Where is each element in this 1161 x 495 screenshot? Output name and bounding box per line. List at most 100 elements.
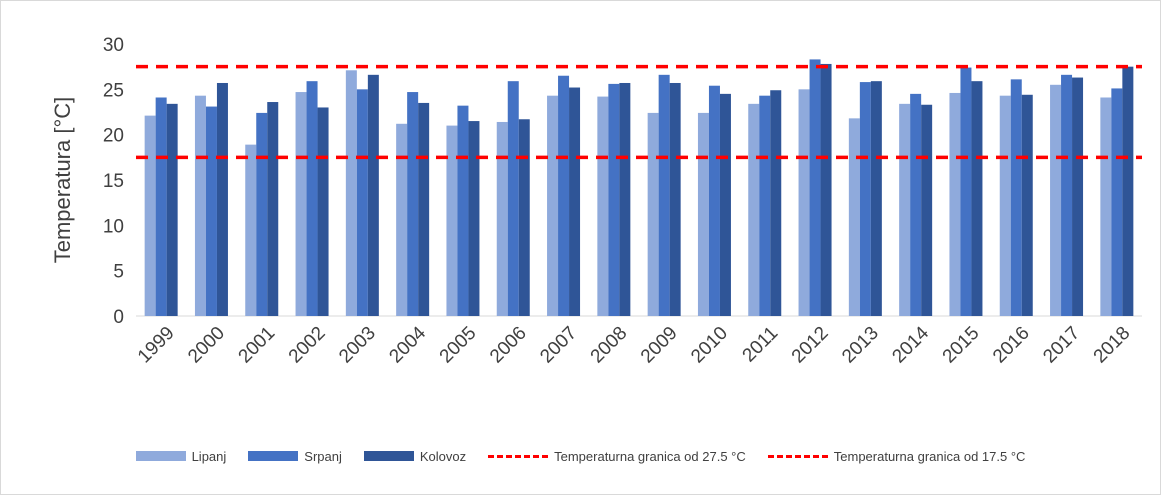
- legend-label-srpanj: Srpanj: [304, 448, 342, 464]
- x-tick-label-2000: 2000: [184, 323, 229, 368]
- legend-label-kolovoz: Kolovoz: [419, 448, 467, 464]
- bar-lipanj-2017: [1050, 84, 1062, 316]
- x-tick-label-1999: 1999: [134, 323, 179, 368]
- x-tick-label-2015: 2015: [939, 323, 984, 368]
- bar-srpanj-1999: [155, 97, 167, 316]
- bar-lipanj-2009: [647, 112, 659, 316]
- legend-swatch-kolovoz: [363, 451, 414, 461]
- bar-kolovoz-2012: [820, 63, 832, 316]
- bar-srpanj-2007: [558, 75, 570, 316]
- bar-lipanj-2011: [748, 103, 760, 316]
- bar-lipanj-2000: [194, 95, 206, 317]
- bar-kolovoz-2008: [619, 82, 631, 316]
- y-tick-label-0: 0: [113, 307, 124, 328]
- bar-srpanj-2006: [507, 81, 519, 316]
- x-tick-label-2002: 2002: [285, 323, 330, 368]
- bar-srpanj-2008: [608, 83, 620, 316]
- bar-lipanj-2005: [446, 125, 458, 316]
- x-tick-label-2005: 2005: [436, 323, 481, 368]
- bar-lipanj-2002: [295, 92, 307, 316]
- x-tick-label-2013: 2013: [838, 323, 883, 368]
- bar-lipanj-2010: [697, 112, 709, 316]
- legend: Lipanj Srpanj Kolovoz Temperaturna grani…: [0, 444, 1161, 468]
- legend-label-limit-high: Temperaturna granica od 27.5 °C: [554, 448, 746, 464]
- legend-item-srpanj: Srpanj: [248, 449, 342, 464]
- bar-srpanj-2013: [859, 82, 871, 316]
- bar-lipanj-2004: [396, 123, 408, 316]
- bar-srpanj-2014: [910, 93, 922, 316]
- bar-kolovoz-2001: [267, 102, 279, 316]
- bar-srpanj-2011: [759, 95, 771, 317]
- bar-srpanj-2017: [1061, 74, 1073, 317]
- bar-srpanj-2015: [960, 67, 972, 316]
- x-tick-label-2011: 2011: [739, 323, 783, 367]
- bar-srpanj-2009: [658, 74, 670, 317]
- legend-label-limit-low: Temperaturna granica od 17.5 °C: [833, 448, 1026, 464]
- bar-srpanj-2012: [809, 59, 821, 317]
- x-tick-label-2017: 2017: [1039, 323, 1084, 368]
- x-tick-label-2009: 2009: [637, 323, 682, 368]
- y-tick-label-30: 30: [103, 35, 124, 56]
- x-tick-label-2014: 2014: [888, 322, 933, 367]
- x-tick-label-2003: 2003: [335, 323, 380, 368]
- bar-srpanj-2010: [708, 85, 720, 316]
- bar-kolovoz-2002: [317, 107, 329, 316]
- x-tick-label-2010: 2010: [687, 323, 732, 368]
- bar-lipanj-2015: [949, 92, 961, 317]
- bar-kolovoz-2000: [216, 82, 228, 316]
- x-tick-label-2006: 2006: [486, 323, 531, 368]
- bar-lipanj-2003: [345, 70, 357, 316]
- legend-dash-limit-low: [767, 454, 828, 458]
- bar-srpanj-2001: [256, 112, 268, 316]
- x-tick-label-2012: 2012: [788, 323, 833, 368]
- bar-kolovoz-2006: [518, 119, 530, 317]
- bar-marks: [144, 59, 1134, 317]
- bar-lipanj-1999: [144, 115, 156, 316]
- legend-label-lipanj: Lipanj: [191, 448, 227, 464]
- bar-kolovoz-1999: [166, 103, 178, 316]
- legend-dash-limit-high: [488, 454, 549, 458]
- bar-lipanj-2013: [848, 118, 860, 316]
- bar-lipanj-2014: [899, 103, 911, 316]
- bar-srpanj-2003: [356, 89, 368, 316]
- x-tick-label-2004: 2004: [385, 322, 430, 367]
- bar-kolovoz-2004: [418, 102, 430, 316]
- bar-srpanj-2005: [457, 105, 469, 316]
- y-tick-label-15: 15: [103, 171, 124, 192]
- legend-swatch-lipanj: [135, 451, 186, 461]
- y-tick-label-25: 25: [103, 80, 124, 101]
- x-tick-labels: 1999 2000 2001 2002 2003 2004 2005 2006 2007 2008…: [134, 322, 1134, 367]
- y-tick-label-20: 20: [103, 126, 124, 147]
- reference-lines: [136, 64, 1142, 160]
- bar-kolovoz-2007: [569, 87, 581, 317]
- legend-item-kolovoz: Kolovoz: [363, 448, 467, 464]
- bar-lipanj-2008: [597, 96, 609, 316]
- bar-srpanj-2016: [1010, 79, 1022, 316]
- y-axis-label: Temperatura [°C]: [50, 97, 75, 264]
- x-tick-label-2018: 2018: [1090, 323, 1135, 368]
- x-tick-label-2016: 2016: [989, 323, 1034, 368]
- bar-kolovoz-2014: [921, 104, 933, 316]
- legend-item-lipanj: Lipanj: [135, 448, 227, 464]
- bar-lipanj-2016: [999, 95, 1011, 317]
- bar-kolovoz-2013: [870, 81, 882, 316]
- legend-item-limit-low: Temperaturna granica od 17.5 °C: [767, 448, 1026, 464]
- bar-lipanj-2018: [1100, 97, 1112, 316]
- bar-kolovoz-2005: [468, 121, 480, 316]
- y-tick-label-5: 5: [113, 262, 124, 283]
- bar-srpanj-2018: [1111, 88, 1123, 316]
- x-tick-label-2001: 2001: [235, 323, 280, 368]
- bar-lipanj-2007: [547, 95, 559, 317]
- x-tick-label-2007: 2007: [536, 323, 581, 368]
- bar-srpanj-2002: [306, 81, 318, 316]
- bar-kolovoz-2009: [669, 82, 681, 316]
- y-tick-labels: 0 5 10 15 20 25 30: [103, 35, 124, 328]
- bar-kolovoz-2017: [1072, 77, 1084, 317]
- bar-lipanj-2006: [496, 121, 508, 317]
- bar-srpanj-2000: [205, 106, 217, 316]
- bar-kolovoz-2018: [1122, 66, 1134, 317]
- bar-kolovoz-2016: [1021, 94, 1033, 316]
- legend-item-limit-high: Temperaturna granica od 27.5 °C: [488, 449, 746, 464]
- bar-kolovoz-2010: [719, 93, 731, 316]
